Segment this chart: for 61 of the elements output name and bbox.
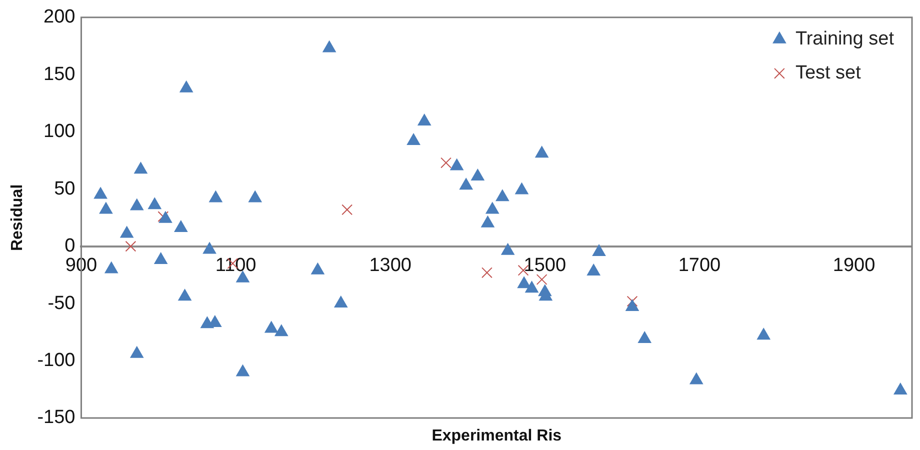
x-tick-label: 1700 (678, 254, 721, 276)
point (178, 289, 192, 301)
y-tick-label: -150 (37, 407, 76, 428)
y-tick-label: 50 (54, 178, 76, 200)
point (517, 276, 531, 288)
point (638, 332, 652, 344)
y-axis-title: Residual (9, 184, 26, 252)
y-tick-label: 150 (44, 64, 76, 85)
x-tick-label: 900 (65, 254, 98, 276)
point (274, 324, 288, 336)
y-tick-label: 100 (44, 121, 76, 142)
point (626, 299, 639, 311)
point (690, 372, 703, 384)
point (535, 146, 548, 158)
y-tick-label: -50 (48, 292, 76, 314)
point (515, 182, 528, 194)
point (471, 168, 484, 180)
point (134, 162, 148, 174)
point (236, 364, 250, 376)
point (264, 321, 278, 333)
point (104, 262, 118, 274)
point (525, 281, 538, 293)
point (130, 346, 144, 358)
point (406, 134, 420, 146)
legend-label: Training set (795, 28, 895, 50)
y-tick-label: -100 (37, 350, 76, 372)
point (496, 190, 509, 202)
point (322, 40, 336, 52)
point (460, 178, 473, 190)
x-tick-label: 1900 (832, 254, 876, 276)
x-axis-title: Experimental Ris (432, 427, 562, 444)
point (757, 328, 770, 340)
point (587, 264, 600, 276)
point (120, 226, 134, 238)
point (174, 220, 188, 232)
x-tick-label: 1100 (215, 254, 256, 276)
point (130, 198, 144, 210)
x-tick-label: 1500 (524, 254, 566, 276)
point (209, 190, 222, 202)
y-tick-label: 0 (64, 236, 76, 257)
point (311, 262, 324, 274)
x-tick-label: 1300 (369, 254, 412, 276)
point (481, 216, 494, 228)
point (418, 114, 431, 126)
point (486, 202, 499, 214)
point (592, 244, 606, 256)
point (894, 383, 907, 395)
y-tick-label: 200 (44, 6, 76, 28)
point (501, 243, 514, 255)
point (450, 158, 464, 170)
point (236, 270, 250, 282)
point (180, 80, 193, 92)
legend-label: Test set (795, 62, 862, 84)
point (158, 211, 172, 223)
point (148, 198, 162, 210)
point (334, 296, 348, 308)
point (99, 202, 113, 214)
point (248, 190, 262, 202)
point (154, 252, 168, 264)
point (94, 187, 108, 199)
point (202, 242, 216, 254)
